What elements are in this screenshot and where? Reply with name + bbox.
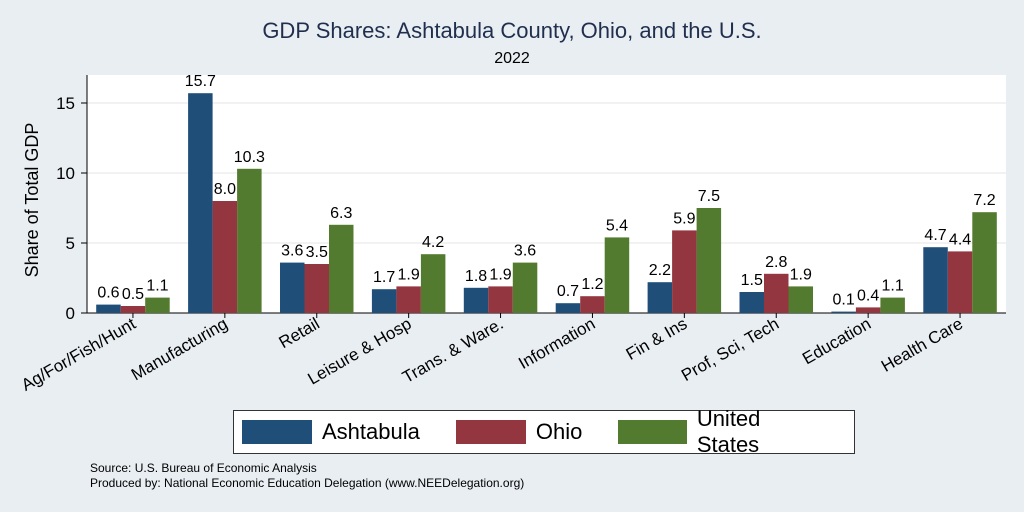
x-tick-label: Information: [515, 314, 598, 373]
bar-ashtabula: [280, 262, 305, 313]
bar-ohio: [488, 286, 513, 313]
x-tick-label: Education: [799, 314, 874, 368]
data-label: 15.7: [185, 73, 216, 90]
data-label: 4.7: [924, 227, 946, 244]
legend-item-ashtabula: Ashtabula: [242, 419, 420, 445]
x-tick-label: Health Care: [878, 314, 966, 376]
bar-ohio: [764, 273, 789, 313]
bar-ohio: [672, 230, 697, 313]
y-tick-label: 15: [56, 94, 75, 113]
source-line: Source: U.S. Bureau of Economic Analysis: [90, 461, 317, 475]
bar-ohio: [120, 306, 146, 313]
data-label: 5.4: [606, 217, 628, 234]
data-label: 4.2: [422, 234, 444, 251]
bar-united-states: [237, 168, 262, 313]
x-tick-label: Fin & Ins: [623, 314, 691, 364]
legend-label-ohio: Ohio: [535, 419, 583, 444]
bar-united-states: [604, 237, 630, 313]
data-label: 0.7: [557, 283, 579, 300]
bar-ohio: [304, 264, 329, 313]
legend-swatch-ashtabula: [242, 420, 312, 444]
y-tick-label: 10: [56, 164, 75, 183]
chart-title: GDP Shares: Ashtabula County, Ohio, and …: [262, 18, 762, 43]
x-tick-label: Prof, Sci, Tech: [678, 314, 782, 385]
legend: Ashtabula Ohio United States: [233, 406, 855, 457]
data-label: 1.1: [146, 278, 168, 295]
data-label: 2.8: [765, 254, 787, 271]
y-tick-label: 5: [66, 234, 75, 253]
data-label: 3.6: [281, 243, 303, 260]
data-label: 5.9: [673, 210, 695, 227]
bar-ohio: [212, 201, 238, 313]
data-label: 3.5: [306, 244, 328, 261]
bar-ashtabula: [188, 93, 213, 313]
data-label: 1.2: [581, 276, 603, 293]
legend-label-ashtabula: Ashtabula: [322, 419, 420, 444]
bar-united-states: [329, 224, 354, 313]
bar-united-states: [880, 297, 905, 313]
data-label: 10.3: [234, 149, 265, 166]
data-label: 0.1: [833, 292, 855, 309]
bar-ashtabula: [923, 247, 948, 313]
data-label: 1.1: [882, 278, 904, 295]
legend-swatch-ohio: [455, 420, 526, 444]
bar-ohio: [855, 307, 881, 313]
bar-united-states: [788, 286, 813, 313]
bar-united-states: [972, 212, 997, 313]
data-label: 1.9: [398, 266, 420, 283]
produced-by-line: Produced by: National Economic Education…: [90, 476, 525, 490]
y-tick-label: 0: [66, 304, 75, 323]
data-label: 8.0: [214, 181, 236, 198]
bar-ohio: [580, 296, 605, 313]
legend-item-united-states: United States: [618, 406, 826, 458]
data-label: 0.6: [97, 285, 119, 302]
data-label: 4.4: [949, 231, 971, 248]
bar-ohio: [947, 251, 973, 313]
bar-united-states: [420, 254, 446, 313]
legend-item-ohio: Ohio: [455, 419, 583, 445]
legend-swatch-united-states: [618, 420, 687, 444]
data-label: 2.2: [649, 262, 671, 279]
data-label: 0.5: [122, 286, 144, 303]
data-label: 7.2: [973, 192, 995, 209]
x-tick-label: Retail: [276, 314, 323, 352]
source-note: Source: U.S. Bureau of Economic Analysis…: [90, 461, 524, 491]
data-label: 3.6: [514, 243, 536, 260]
y-axis-label: Share of Total GDP: [22, 123, 42, 278]
bar-ashtabula: [555, 303, 581, 313]
bar-ashtabula: [647, 282, 673, 313]
x-tick-label: Ag/For/Fish/Hunt: [18, 314, 139, 395]
bar-ohio: [396, 286, 421, 313]
bar-united-states: [512, 262, 538, 313]
bar-united-states: [145, 297, 170, 313]
bar-ashtabula: [831, 311, 856, 313]
bar-united-states: [696, 208, 722, 313]
data-label: 1.8: [465, 268, 487, 285]
bar-ashtabula: [371, 289, 397, 313]
data-label: 1.9: [489, 266, 511, 283]
bar-ashtabula: [96, 304, 121, 313]
data-label: 0.4: [857, 287, 879, 304]
chart-subtitle: 2022: [494, 50, 530, 67]
data-label: 7.5: [698, 188, 720, 205]
bar-ashtabula: [463, 287, 489, 313]
data-label: 1.7: [373, 269, 395, 286]
x-tick-label: Manufacturing: [128, 314, 231, 384]
data-label: 6.3: [330, 205, 352, 222]
legend-label-united-states: United States: [696, 406, 761, 457]
x-tick-label: Leisure & Hosp: [304, 314, 414, 389]
data-label: 1.9: [790, 266, 812, 283]
x-tick-label: Trans. & Ware.: [399, 314, 506, 387]
data-label: 1.5: [741, 272, 763, 289]
bar-ashtabula: [739, 292, 764, 313]
